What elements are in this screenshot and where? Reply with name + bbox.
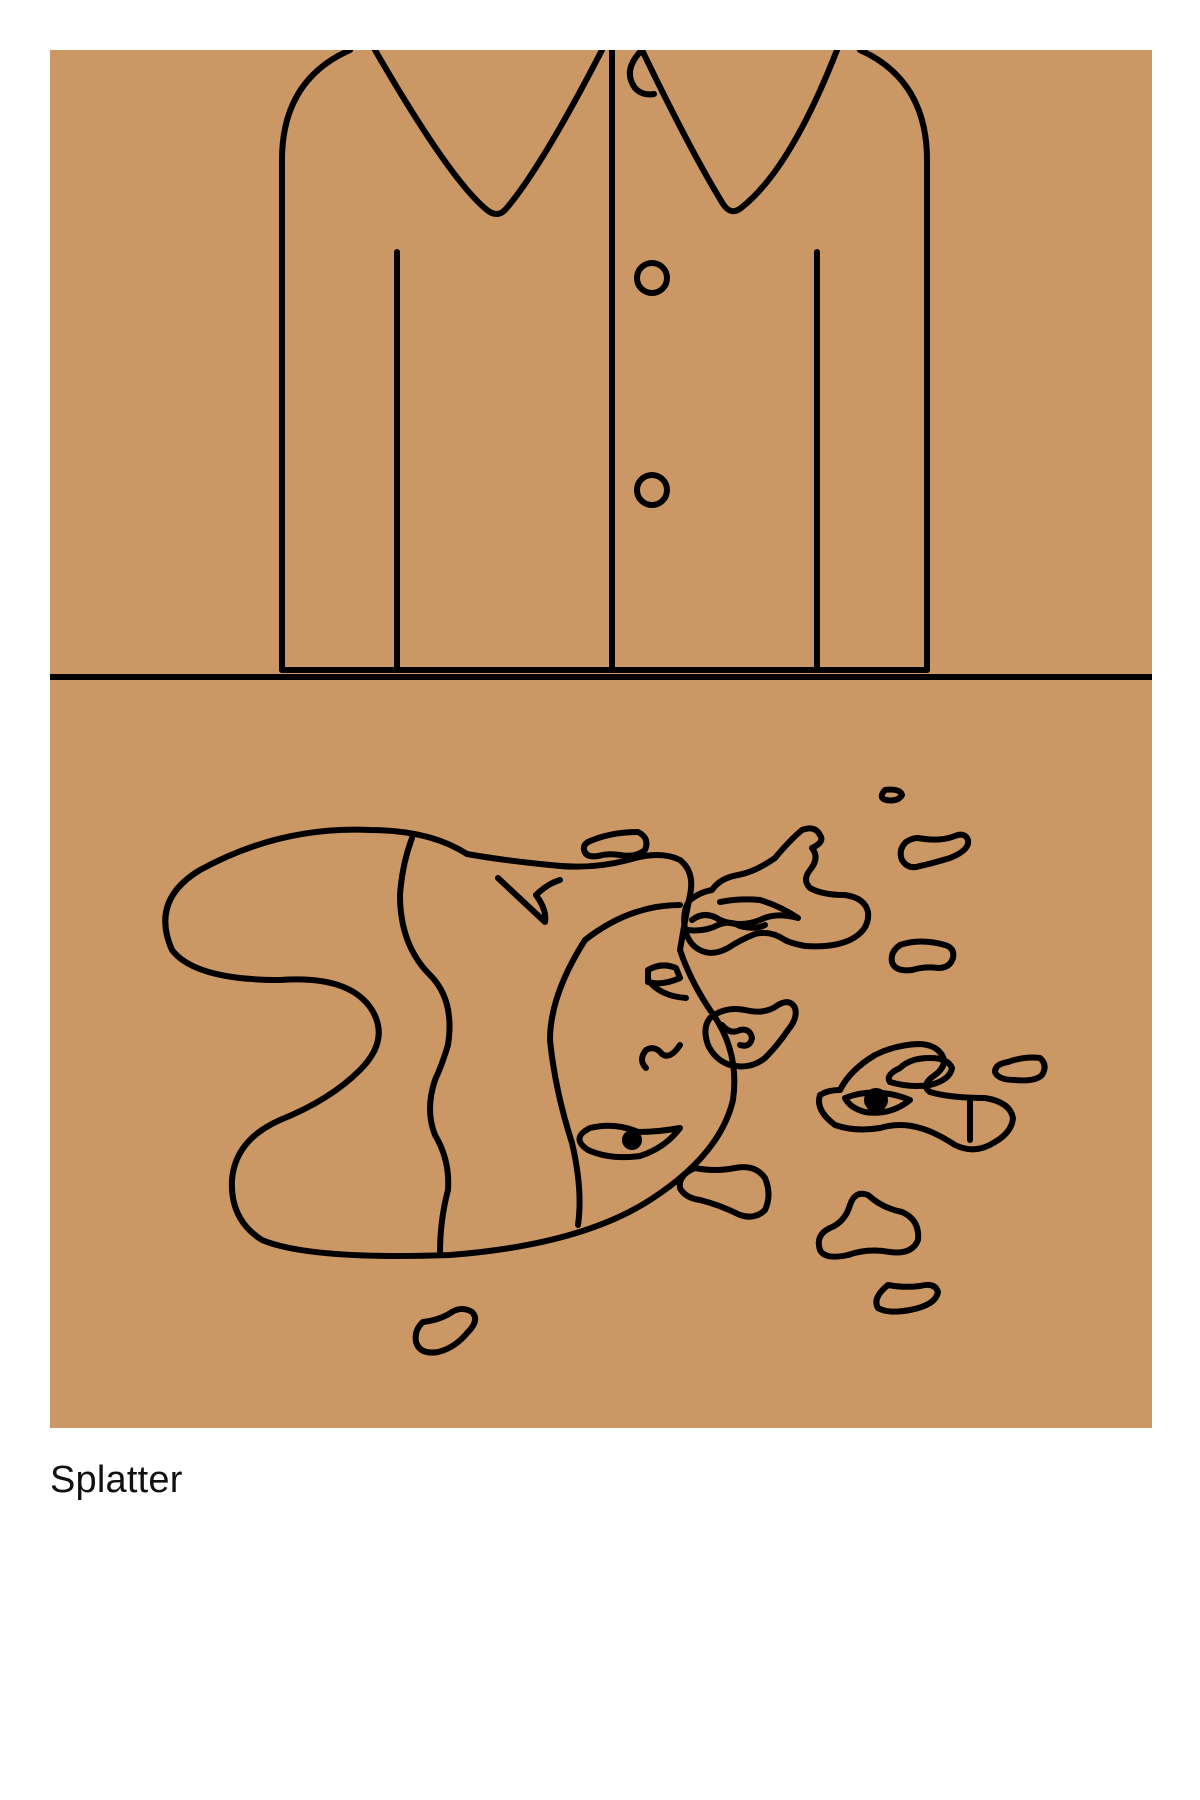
face-pupil-lower xyxy=(622,1130,642,1150)
artwork-caption: Splatter xyxy=(50,1459,183,1501)
splatter-lip-detail xyxy=(685,919,768,934)
splatter-drop xyxy=(815,1190,922,1260)
splattered-face xyxy=(162,826,738,1259)
face-nose-fold xyxy=(495,875,563,925)
shirt-right-shoulder xyxy=(857,50,930,673)
shirt xyxy=(279,50,930,673)
shirt-button-top xyxy=(634,260,670,296)
splatter-curl-detail xyxy=(719,1022,755,1049)
face-wavy-line-left xyxy=(397,835,453,1256)
splatter-drop xyxy=(412,1306,479,1356)
splatter-pupil-right xyxy=(864,1088,888,1112)
shirt-right-collar xyxy=(639,50,840,215)
splatter-drop-large xyxy=(816,1041,1016,1153)
splatter-drop xyxy=(873,1281,941,1315)
splatter-drop xyxy=(878,786,905,804)
splatter-lip-detail xyxy=(689,896,801,927)
shirt-left-collar xyxy=(372,50,605,217)
shirt-button-bottom xyxy=(634,472,670,508)
face-eye-lower xyxy=(576,1122,683,1161)
shirt-collar-tab xyxy=(626,50,657,98)
face-fragment-lip xyxy=(645,962,689,1001)
splatter-drop xyxy=(897,831,972,871)
artwork-illustration xyxy=(50,50,1152,1428)
splatter-drops xyxy=(412,786,1048,1356)
splatter-drop xyxy=(681,825,872,956)
splatter-drop xyxy=(676,1164,772,1220)
shirt-left-shoulder xyxy=(279,50,353,673)
splatter-drop xyxy=(992,1054,1048,1084)
splatter-drop xyxy=(888,938,957,974)
splatter-drop xyxy=(580,829,650,860)
splatter-drop xyxy=(702,999,799,1070)
face-wavy-line-right xyxy=(547,902,683,1228)
face-outline xyxy=(162,826,738,1259)
face-fragment-curl xyxy=(639,1042,683,1071)
